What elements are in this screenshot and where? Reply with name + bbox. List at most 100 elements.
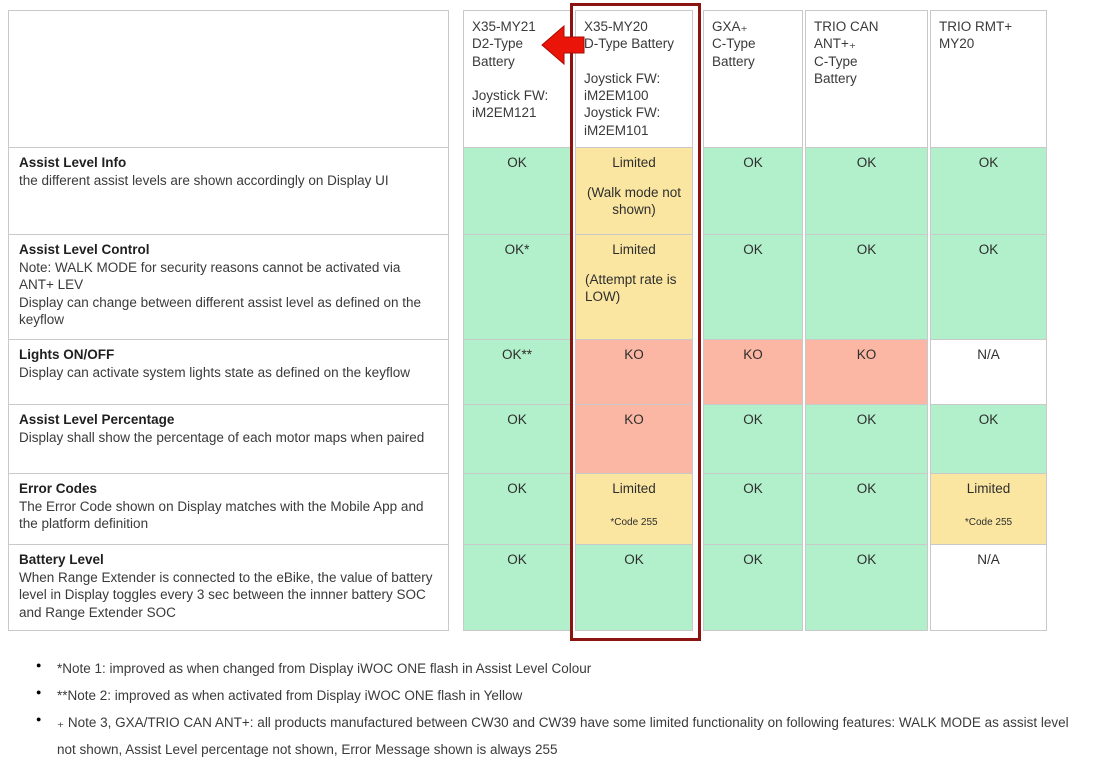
status-cell: OK (463, 473, 571, 545)
status-value: OK (856, 481, 877, 496)
row-title: Assist Level Info (19, 155, 127, 170)
feature-cell: Error Codes The Error Code shown on Disp… (8, 473, 449, 545)
status-value: OK (507, 552, 527, 567)
status-value: OK (743, 412, 763, 427)
status-value: OK (507, 481, 527, 496)
status-value: OK (507, 155, 527, 170)
status-cell: OK (703, 404, 803, 474)
status-cell: OK (703, 544, 803, 631)
table-row: Assist Level Percentage Display shall sh… (8, 404, 1049, 474)
status-value: Limited (612, 242, 656, 257)
status-value: OK (856, 552, 877, 567)
header-cell-empty (8, 10, 449, 148)
table-row: Assist Level Control Note: WALK MODE for… (8, 234, 1049, 340)
feature-cell: Lights ON/OFF Display can activate syste… (8, 339, 449, 405)
status-cell: N/A (930, 339, 1047, 405)
row-description: When Range Extender is connected to the … (19, 569, 433, 620)
feature-cell: Assist Level Percentage Display shall sh… (8, 404, 449, 474)
status-value: OK** (501, 347, 532, 362)
status-note: (Attempt rate is LOW) (585, 272, 677, 304)
header-cell-x35-my21: X35-MY21 D2-Type Battery Joystick FW: iM… (463, 10, 571, 148)
status-cell: KO (703, 339, 803, 405)
status-cell: OK (463, 404, 571, 474)
status-cell: OK (703, 147, 803, 235)
header-cell-gxa: GXA₊ C-Type Battery (703, 10, 803, 148)
status-value: OK (743, 242, 763, 257)
table-row: Assist Level Info the different assist l… (8, 147, 1049, 235)
footnote-2: **Note 2: improved as when activated fro… (34, 682, 1084, 709)
status-value: KO (624, 347, 644, 362)
row-description: Note: WALK MODE for security reasons can… (19, 259, 422, 328)
status-cell: Limited (Walk mode not shown) (575, 147, 693, 235)
status-cell: KO (805, 339, 928, 405)
footnotes: *Note 1: improved as when changed from D… (34, 655, 1084, 763)
header-cell-x35-my20: X35-MY20 D-Type Battery Joystick FW: iM2… (575, 10, 693, 148)
table-row: Battery Level When Range Extender is con… (8, 544, 1049, 631)
row-description: the different assist levels are shown ac… (19, 172, 389, 188)
row-title: Lights ON/OFF (19, 347, 115, 362)
status-value: OK (856, 412, 877, 427)
red-arrow-left-icon (541, 24, 585, 66)
status-cell: OK (805, 234, 928, 340)
row-description: The Error Code shown on Display matches … (19, 498, 424, 532)
status-value: OK (743, 481, 763, 496)
table-row: Lights ON/OFF Display can activate syste… (8, 339, 1049, 405)
status-cell: OK (805, 473, 928, 545)
status-value: OK (856, 155, 877, 170)
status-cell: OK (805, 544, 928, 631)
row-description: Display can activate system lights state… (19, 364, 410, 380)
footnote-1: *Note 1: improved as when changed from D… (34, 655, 1084, 682)
status-value: OK (978, 242, 999, 257)
status-value: OK (507, 412, 527, 427)
status-cell: OK** (463, 339, 571, 405)
status-cell: OK (463, 147, 571, 235)
header-cell-trio-can-ant: TRIO CAN ANT+₊ C-Type Battery (805, 10, 928, 148)
row-title: Error Codes (19, 481, 98, 496)
status-cell: Limited *Code 255 (575, 473, 693, 545)
status-note: *Code 255 (964, 517, 1013, 528)
status-cell: OK (703, 473, 803, 545)
status-cell: OK (463, 544, 571, 631)
table-header-row: X35-MY21 D2-Type Battery Joystick FW: iM… (8, 10, 1049, 148)
status-value: OK (743, 552, 763, 567)
row-title: Battery Level (19, 552, 104, 567)
footnote-3: ₊ Note 3, GXA/TRIO CAN ANT+: all product… (34, 709, 1084, 763)
status-cell: OK (703, 234, 803, 340)
row-title: Assist Level Control (19, 242, 150, 257)
status-value: Limited (612, 155, 656, 170)
feature-cell: Assist Level Control Note: WALK MODE for… (8, 234, 449, 340)
status-value: Limited (966, 481, 1011, 496)
status-cell: KO (575, 404, 693, 474)
status-cell: OK (930, 234, 1047, 340)
status-value: Limited (612, 481, 656, 496)
status-cell: Limited *Code 255 (930, 473, 1047, 545)
status-cell: N/A (930, 544, 1047, 631)
status-value: OK (978, 412, 999, 427)
row-title: Assist Level Percentage (19, 412, 175, 427)
status-cell: OK (805, 147, 928, 235)
status-value: OK (856, 242, 877, 257)
compatibility-table: X35-MY21 D2-Type Battery Joystick FW: iM… (8, 3, 1049, 641)
status-cell: Limited (Attempt rate is LOW) (575, 234, 693, 340)
status-value: OK (743, 155, 763, 170)
status-cell: OK (805, 404, 928, 474)
status-value: KO (743, 347, 763, 362)
status-note: (Walk mode not shown) (586, 185, 682, 217)
status-value: OK (624, 552, 644, 567)
status-cell: OK (930, 404, 1047, 474)
status-cell: KO (575, 339, 693, 405)
feature-cell: Battery Level When Range Extender is con… (8, 544, 449, 631)
status-value: OK* (504, 242, 530, 257)
status-cell: OK (575, 544, 693, 631)
status-value: N/A (977, 552, 1000, 567)
status-cell: OK (930, 147, 1047, 235)
status-cell: OK* (463, 234, 571, 340)
status-note: *Code 255 (610, 517, 658, 528)
status-value: N/A (977, 347, 1000, 362)
status-value: KO (624, 412, 644, 427)
row-description: Display shall show the percentage of eac… (19, 429, 425, 445)
header-cell-trio-rmt: TRIO RMT+ MY20 (930, 10, 1047, 148)
table-row: Error Codes The Error Code shown on Disp… (8, 473, 1049, 545)
status-value: KO (856, 347, 877, 362)
status-value: OK (978, 155, 999, 170)
